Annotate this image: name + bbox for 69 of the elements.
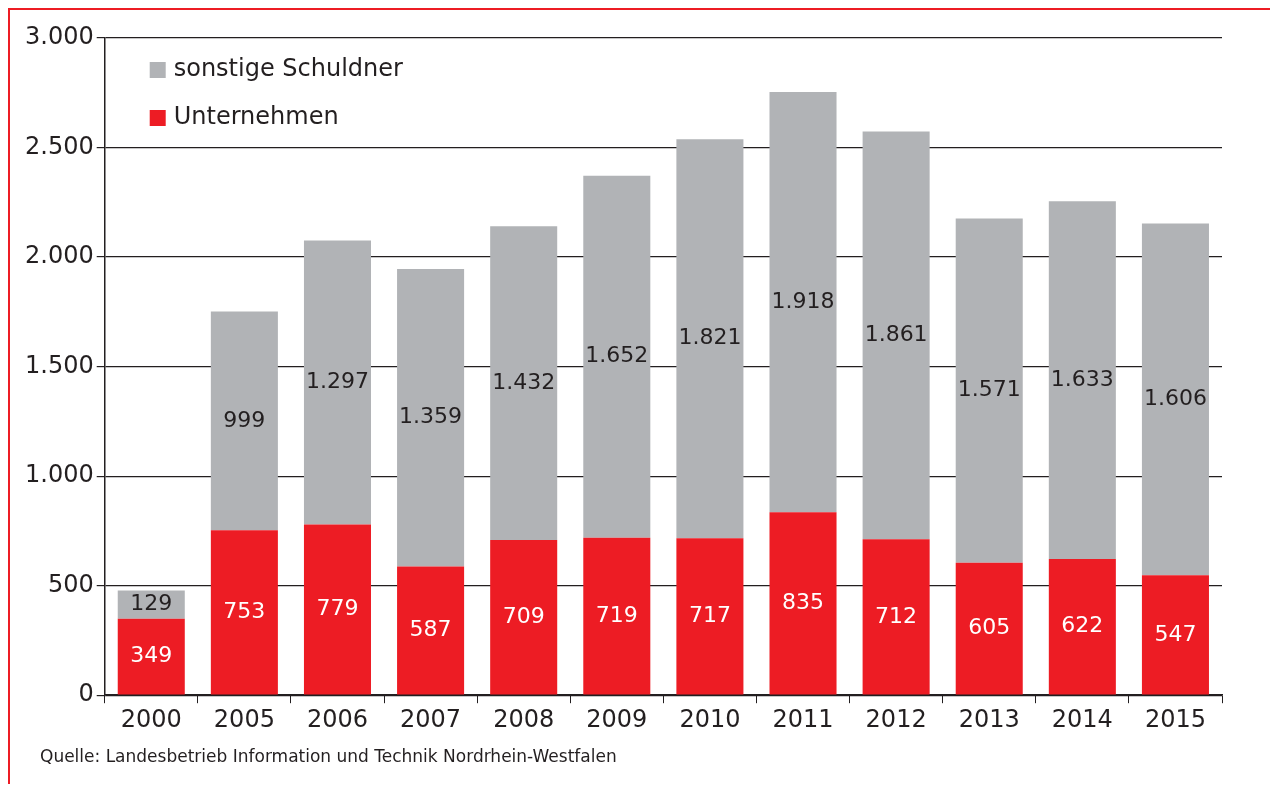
data-label: 1.432	[492, 368, 556, 394]
bar	[303, 524, 371, 695]
x-tick-label: 2015	[1144, 704, 1206, 733]
x-tick-label: 2013	[958, 704, 1020, 733]
data-label: 547	[1154, 620, 1197, 646]
x-tick-label: 2007	[400, 704, 462, 733]
y-tick-label: 1.000	[24, 460, 94, 489]
bar	[210, 311, 278, 531]
data-label: 712	[875, 602, 918, 628]
data-label: 717	[688, 602, 731, 628]
legend-label: sonstige Schuldner	[173, 54, 404, 83]
data-label: 1.606	[1143, 385, 1207, 411]
data-label: 129	[130, 590, 173, 616]
source-note: Quelle: Landesbetrieb Information und Technik Nordrhein-Westfalen	[40, 746, 617, 766]
data-label: 1.821	[678, 324, 742, 350]
data-label: 719	[595, 601, 638, 627]
bar	[769, 92, 837, 513]
bar	[676, 139, 744, 539]
data-label: 349	[130, 642, 173, 668]
bar	[490, 226, 558, 540]
data-label: 1.633	[1050, 365, 1114, 391]
bar	[397, 268, 465, 567]
x-tick-label: 2008	[493, 704, 555, 733]
data-label: 1.571	[957, 376, 1021, 402]
y-tick-label: 500	[47, 569, 94, 598]
y-tick-label: 1.500	[24, 350, 94, 379]
y-tick-label: 0	[78, 679, 94, 708]
data-label: 1.297	[305, 368, 369, 394]
y-tick-label: 2.500	[24, 131, 94, 160]
bar	[397, 566, 465, 695]
x-tick-label: 2005	[213, 704, 275, 733]
bar	[862, 131, 930, 540]
bar	[1048, 201, 1116, 559]
data-label: 835	[782, 589, 825, 615]
bar	[303, 240, 371, 525]
data-label: 779	[316, 595, 359, 621]
bar	[117, 618, 185, 695]
data-label: 709	[502, 602, 545, 628]
y-tick-label: 2.000	[24, 241, 94, 270]
x-tick-label: 2012	[865, 704, 927, 733]
x-tick-label: 2000	[120, 704, 182, 733]
bar	[955, 218, 1023, 563]
bar	[1141, 223, 1209, 576]
x-tick-label: 2014	[1051, 704, 1113, 733]
data-label: 1.652	[585, 342, 649, 368]
data-label: 605	[968, 614, 1011, 640]
bar	[583, 175, 651, 538]
data-label: 999	[223, 406, 266, 432]
bar	[862, 539, 930, 695]
x-tick-label: 2006	[306, 704, 369, 733]
bar	[1141, 575, 1209, 695]
bar	[1048, 558, 1116, 695]
bar	[769, 512, 837, 695]
data-label: 587	[409, 616, 452, 642]
y-tick-label: 3.000	[24, 22, 94, 51]
x-tick-label: 2010	[679, 704, 741, 733]
bar	[210, 530, 278, 695]
bar	[583, 537, 651, 695]
bar	[490, 539, 558, 695]
bar	[676, 538, 744, 695]
legend-label: Unternehmen	[173, 102, 339, 131]
data-label: 622	[1061, 612, 1104, 638]
data-label: 753	[223, 598, 266, 624]
x-tick-label: 2011	[772, 704, 834, 733]
data-label: 1.861	[864, 321, 928, 347]
data-label: 1.918	[771, 287, 835, 313]
data-label: 1.359	[399, 403, 463, 429]
bar	[955, 562, 1023, 695]
x-tick-label: 2009	[586, 704, 648, 733]
